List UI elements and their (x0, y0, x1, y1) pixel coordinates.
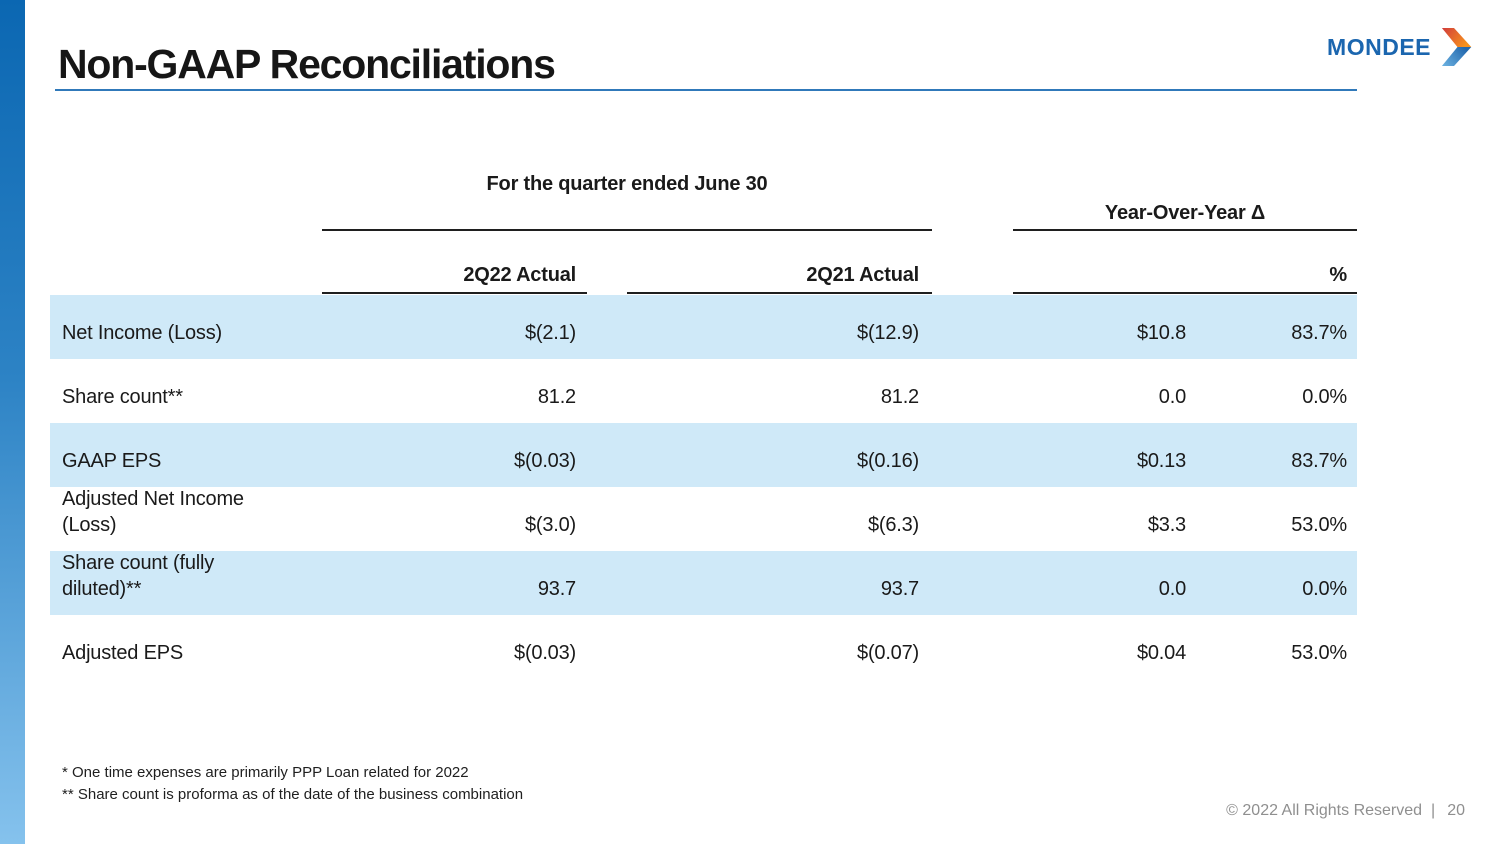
table-row-adjusted-eps: Adjusted EPS $(0.03) $(0.07) $0.04 53.0% (50, 615, 1357, 679)
value-percent: 83.7% (1291, 322, 1347, 344)
copyright-text: © 2022 All Rights Reserved (1226, 802, 1423, 819)
footer-separator: | (1431, 802, 1436, 819)
quarter-group-underline (322, 229, 932, 231)
table-row-share-count-diluted: Share count (fully diluted)** 93.7 93.7 … (50, 551, 1357, 615)
group-header-quarter: For the quarter ended June 30 (486, 173, 768, 195)
row-label: Adjusted Net Income (Loss) (62, 488, 244, 536)
value-2q21: $(6.3) (867, 514, 919, 536)
reconciliation-table: For the quarter ended June 30 Year-Over-… (50, 165, 1357, 681)
row-label: Net Income (Loss) (62, 322, 222, 344)
value-percent: 53.0% (1291, 514, 1347, 536)
column-header-2q22: 2Q22 Actual (463, 264, 576, 286)
value-2q22: 93.7 (537, 578, 576, 600)
row-label: Share count** (62, 386, 183, 408)
column-header-2q21: 2Q21 Actual (806, 264, 919, 286)
value-percent: 53.0% (1291, 642, 1347, 664)
value-2q22: 81.2 (537, 386, 576, 408)
value-2q21: $(0.07) (857, 642, 919, 664)
value-delta: $0.13 (1136, 450, 1186, 472)
column-underline-2q21 (627, 292, 932, 294)
value-delta: 0.0 (1158, 386, 1186, 408)
table-row-net-income: Net Income (Loss) $(2.1) $(12.9) $10.8 8… (50, 295, 1357, 359)
value-2q22: $(2.1) (524, 322, 576, 344)
value-delta: $3.3 (1147, 514, 1186, 536)
value-percent: 0.0% (1302, 578, 1347, 600)
column-header-percent: % (1329, 264, 1347, 286)
value-2q21: $(0.16) (857, 450, 919, 472)
column-underline-2q22 (322, 292, 587, 294)
column-underline-yoy (1013, 292, 1357, 294)
group-header-yoy: Year-Over-Year Δ (1104, 202, 1266, 224)
value-2q22: $(0.03) (514, 450, 576, 472)
value-percent: 0.0% (1302, 386, 1347, 408)
table-rows: Net Income (Loss) $(2.1) $(12.9) $10.8 8… (50, 295, 1357, 679)
mondee-logo: MONDEE (1327, 27, 1472, 67)
value-percent: 83.7% (1291, 450, 1347, 472)
table-row-share-count: Share count** 81.2 81.2 0.0 0.0% (50, 359, 1357, 423)
mondee-logo-text: MONDEE (1327, 33, 1431, 60)
mondee-arrow-icon (1441, 28, 1472, 66)
value-2q22: $(0.03) (514, 642, 576, 664)
slide-footer: © 2022 All Rights Reserved | 20 (1226, 802, 1465, 820)
footnote-share-count: ** Share count is proforma as of the dat… (62, 785, 524, 803)
page-number: 20 (1447, 802, 1465, 819)
footnote-one-time-expenses: * One time expenses are primarily PPP Lo… (62, 764, 469, 781)
left-accent-bar (0, 0, 25, 844)
value-2q22: $(3.0) (524, 514, 576, 536)
value-2q21: $(12.9) (857, 322, 919, 344)
row-label: Share count (fully diluted)** (62, 552, 215, 600)
value-2q21: 81.2 (880, 386, 919, 408)
value-delta: 0.0 (1158, 578, 1186, 600)
footnotes: * One time expenses are primarily PPP Lo… (62, 762, 523, 805)
value-delta: $10.8 (1136, 322, 1186, 344)
page-title: Non-GAAP Reconciliations (58, 41, 556, 87)
title-underline (55, 89, 1357, 91)
yoy-group-underline (1013, 229, 1357, 231)
table-row-gaap-eps: GAAP EPS $(0.03) $(0.16) $0.13 83.7% (50, 423, 1357, 487)
row-label: GAAP EPS (62, 450, 162, 472)
table-row-adjusted-net-income: Adjusted Net Income (Loss) $(3.0) $(6.3)… (50, 487, 1357, 551)
value-2q21: 93.7 (880, 578, 919, 600)
row-label: Adjusted EPS (62, 642, 184, 664)
value-delta: $0.04 (1136, 642, 1186, 664)
